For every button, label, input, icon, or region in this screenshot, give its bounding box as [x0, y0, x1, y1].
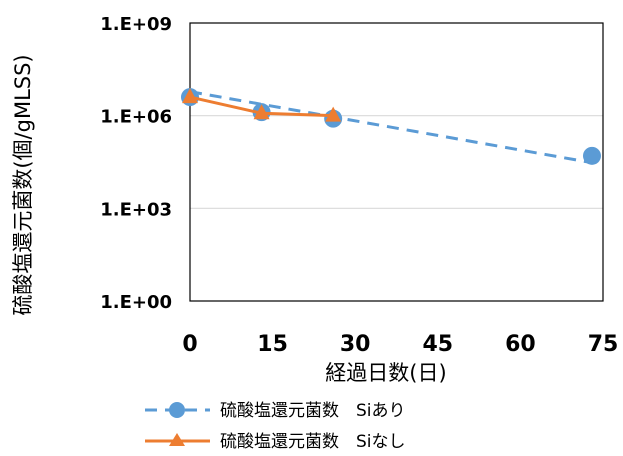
series-1-point-1 [253, 104, 270, 120]
series-0-line [189, 90, 593, 165]
tick-labels: 1.E+00 1.E+03 1.E+06 1.E+09 0 15 30 45 60 75 [100, 14, 618, 357]
series-1-point-0 [182, 88, 198, 104]
y-tick-label-0: 1.E+00 [100, 292, 172, 313]
y-tick-label-3: 1.E+09 [100, 14, 172, 35]
x-tick-label-3: 45 [422, 332, 453, 357]
legend-item-si-ari: 硫酸塩還元菌数 Siあり [145, 401, 406, 421]
x-tick-label-4: 60 [505, 332, 536, 357]
x-tick-label-1: 15 [257, 332, 288, 357]
x-axis-title: 経過日数(日) [325, 361, 446, 385]
y-axis-title: 硫酸塩還元菌数(個/gMLSS) [11, 54, 35, 315]
series-1 [182, 88, 342, 122]
series-1-point-2 [325, 106, 342, 122]
legend-label-si-ari: 硫酸塩還元菌数 Siあり [220, 401, 406, 421]
x-tick-label-5: 75 [588, 332, 619, 357]
series-0 [181, 88, 601, 165]
plot-area-frame [189, 22, 604, 302]
series-0-point-3 [582, 146, 601, 165]
series-layer [181, 88, 601, 165]
x-tick-label-2: 30 [340, 332, 371, 357]
y-tick-label-1: 1.E+03 [100, 199, 172, 220]
legend-marker-si-nashi [169, 433, 185, 446]
legend-item-si-nashi: 硫酸塩還元菌数 Siなし [145, 432, 406, 452]
legend-marker-si-ari [169, 402, 185, 418]
x-tick-label-0: 0 [182, 332, 197, 357]
y-tick-label-2: 1.E+06 [100, 107, 172, 128]
legend-label-si-nashi: 硫酸塩還元菌数 Siなし [220, 432, 406, 452]
legend: 硫酸塩還元菌数 Siあり 硫酸塩還元菌数 Siなし [145, 401, 406, 452]
